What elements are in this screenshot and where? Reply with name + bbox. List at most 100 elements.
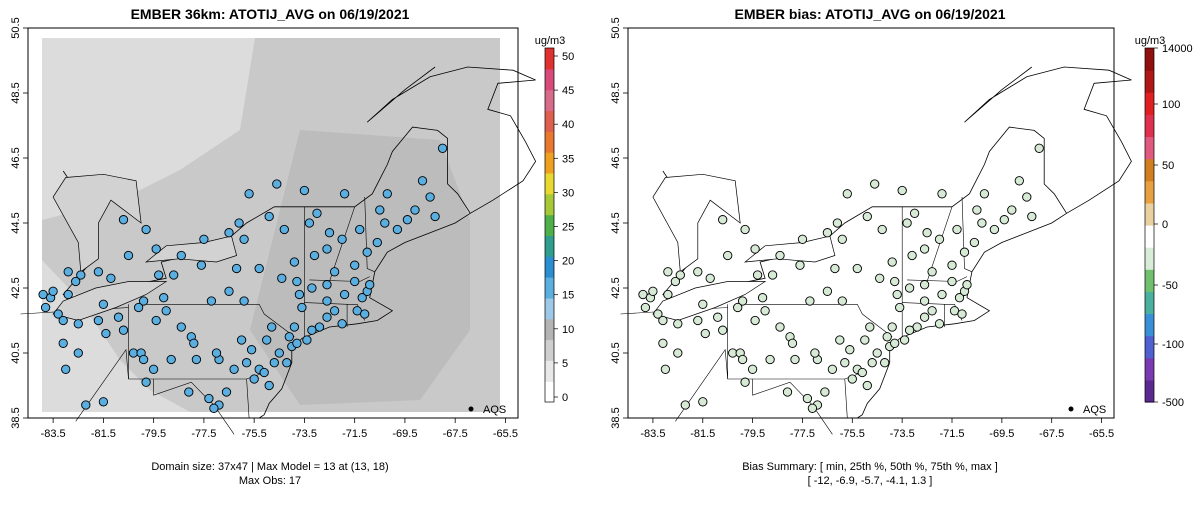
station-point [890, 338, 900, 348]
station-point [40, 302, 51, 313]
station-point [365, 280, 375, 290]
station-point [658, 338, 668, 348]
colorbar-segment [545, 214, 554, 236]
colorbar-segment [545, 48, 554, 70]
station-point [375, 205, 385, 215]
station-point [380, 218, 390, 228]
station-point [934, 234, 945, 244]
station-point [284, 332, 294, 342]
station-point [860, 335, 870, 345]
station-point [309, 250, 320, 261]
coastline [258, 212, 471, 419]
station-point [919, 280, 930, 290]
y-tick-label: 50.5 [610, 17, 622, 38]
station-point [733, 302, 743, 313]
station-point [713, 312, 723, 322]
station-point [902, 218, 912, 228]
station-point [382, 189, 392, 199]
station-point [236, 335, 247, 345]
station-point [698, 299, 708, 309]
x-tick-label: -77.5 [790, 428, 815, 440]
station-point [640, 302, 651, 313]
station-point [264, 211, 274, 222]
colorbar-segment [545, 381, 554, 403]
y-tick-label: 46.5 [610, 147, 622, 168]
colorbar-tick-label: 30 [562, 187, 574, 199]
colorbar-segment [1145, 313, 1154, 337]
station-point [865, 322, 875, 332]
station-point [299, 185, 310, 196]
legend-dot [1068, 406, 1074, 412]
x-tick-label: -79.5 [141, 428, 166, 440]
station-point [837, 296, 847, 306]
x-tick-label: -83.5 [640, 428, 665, 440]
x-tick-label: -75.5 [242, 428, 267, 440]
lake-outline [144, 235, 238, 263]
station-point [822, 286, 833, 296]
station-point [895, 302, 905, 313]
station-point [999, 215, 1009, 225]
caption-line-1: Bias Summary: [ min, 25th %, 50th %, 75t… [742, 461, 998, 473]
station-point [239, 296, 249, 306]
colorbar-tick-label: 15 [562, 290, 574, 302]
station-point [698, 397, 708, 407]
state-border [364, 196, 375, 273]
caption-line-2: [ -12, -6.9, -5.7, -4.1, 1.3 ] [808, 475, 933, 487]
colorbar-segment [545, 172, 554, 195]
station-point [282, 358, 292, 368]
colorbar-segment [545, 339, 554, 361]
station-point [118, 325, 129, 335]
station-point [241, 358, 252, 368]
colorbar-segment [1145, 92, 1154, 115]
station-point [919, 296, 930, 306]
station-point [277, 273, 287, 283]
station-point [169, 270, 179, 280]
y-tick-label: 40.5 [10, 342, 22, 363]
station-point [93, 267, 104, 277]
station-point [176, 322, 186, 332]
station-point [312, 208, 322, 218]
y-tick-label: 38.5 [10, 407, 22, 428]
station-point [969, 237, 980, 248]
coastline [857, 212, 1067, 419]
station-point [663, 267, 673, 277]
station-point [1014, 176, 1024, 186]
panel-title-model: EMBER 36km: ATOTIJ_AVG on 06/19/2021 [131, 6, 410, 22]
station-point [775, 322, 785, 332]
station-point [937, 289, 947, 300]
station-point [877, 224, 887, 235]
station-point [113, 312, 124, 322]
colorbar-tick-label: 50 [1162, 160, 1174, 172]
lake-outline [743, 235, 836, 263]
station-point [700, 328, 710, 339]
panel-bias: EMBER bias: ATOTIJ_AVG on 06/19/2021 -83… [610, 6, 1193, 487]
colorbar-segment [1145, 158, 1154, 182]
station-point [239, 234, 249, 244]
colorbar-segment [545, 193, 554, 216]
colorbar-segment [545, 256, 554, 278]
caption-line-1: Domain size: 37x47 | Max Model = 13 at (… [151, 461, 388, 473]
station-point [204, 393, 214, 404]
colorbar-segment [1145, 335, 1154, 359]
station-point [922, 228, 932, 238]
colorbar-segment [1145, 70, 1154, 93]
station-point [718, 215, 728, 225]
station-point [154, 270, 164, 280]
station-points [38, 143, 448, 413]
station-point [329, 306, 340, 316]
station-point [757, 293, 768, 303]
colorbar-tick-label: 0 [1162, 219, 1168, 231]
station-point [845, 345, 855, 355]
station-point [73, 348, 83, 358]
station-point [244, 189, 254, 199]
station-point [675, 270, 685, 280]
station-point [402, 215, 413, 225]
station-point [952, 224, 962, 235]
station-point [972, 205, 982, 215]
y-tick-label: 44.5 [10, 212, 22, 233]
y-tick-label: 38.5 [610, 407, 622, 428]
colorbar-segment [545, 89, 554, 111]
x-tick-label: -73.5 [292, 428, 317, 440]
station-point [360, 309, 370, 319]
